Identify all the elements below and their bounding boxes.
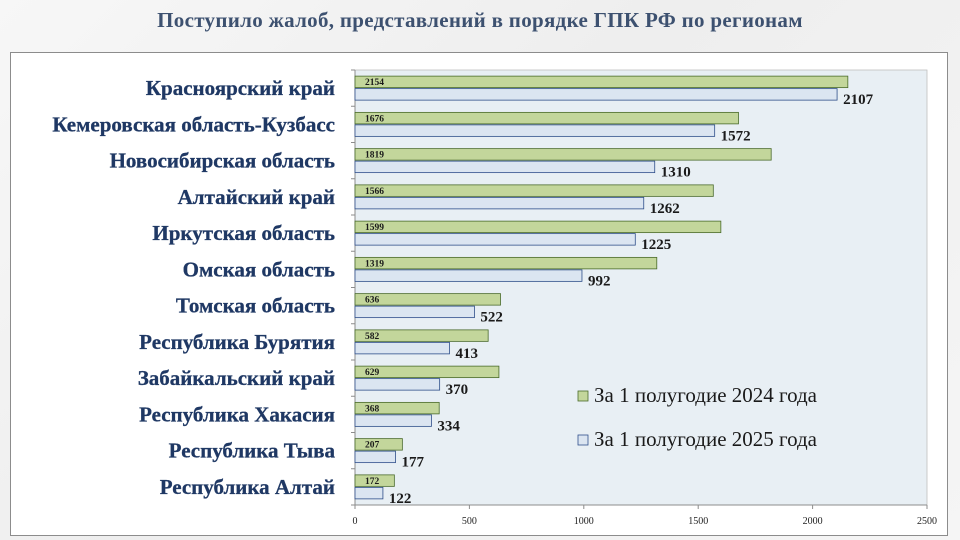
data-label-2025: 1572 — [721, 128, 751, 144]
bar-2024 — [354, 474, 395, 487]
data-label-2024: 2154 — [365, 78, 384, 88]
data-label-2025: 522 — [480, 310, 503, 326]
data-label-2025: 1310 — [661, 165, 691, 181]
category-label: Республика Тыва — [169, 439, 336, 463]
x-tick-label: 500 — [462, 516, 477, 527]
bar-2024 — [354, 329, 489, 342]
bar-2024 — [354, 220, 722, 234]
data-label-2025: 992 — [588, 273, 611, 289]
category-label: Красноярский край — [146, 76, 335, 100]
category-label: Алтайский край — [178, 185, 335, 209]
data-label-2025: 1262 — [650, 201, 680, 217]
bar-2025 — [354, 305, 475, 319]
legend-swatch-2025 — [577, 434, 589, 446]
data-label-2024: 636 — [365, 296, 380, 306]
category-label: Республика Хакасия — [139, 402, 335, 426]
bar-2025 — [354, 196, 645, 210]
category-label: Республика Алтай — [160, 475, 335, 499]
bar-2024 — [354, 111, 739, 125]
bar-2024 — [354, 438, 403, 451]
bar-2025 — [354, 233, 636, 246]
bar-2024 — [354, 75, 849, 89]
bar-2024 — [354, 401, 440, 415]
bar-2025 — [354, 160, 656, 174]
legend-label-2024: За 1 полугодие 2024 года — [594, 383, 818, 407]
data-label-2025: 2107 — [843, 92, 874, 108]
bar-2025 — [354, 414, 432, 427]
category-label: Иркутская область — [152, 221, 335, 245]
bar-2025 — [354, 124, 716, 137]
bar-2025 — [354, 269, 583, 282]
data-label-2024: 582 — [365, 332, 380, 342]
category-label: Новосибирская область — [110, 149, 335, 173]
data-label-2024: 1819 — [365, 151, 384, 161]
legend-swatch-2024 — [577, 390, 589, 402]
data-label-2024: 207 — [365, 441, 380, 451]
x-tick-label: 1500 — [688, 516, 708, 527]
category-label: Республика Бурятия — [139, 330, 335, 354]
x-tick-label: 1000 — [574, 516, 594, 527]
bar-2024 — [354, 184, 714, 197]
category-label: Забайкальский край — [138, 366, 335, 390]
bar-2025 — [354, 88, 838, 101]
data-label-2025: 413 — [455, 346, 478, 362]
bar-2025 — [354, 486, 384, 500]
bar-2024 — [354, 148, 772, 161]
data-label-2025: 177 — [401, 455, 424, 471]
bar-2025 — [354, 450, 396, 464]
chart-title: Поступило жалоб, представлений в порядке… — [157, 8, 803, 32]
category-label: Томская область — [176, 294, 335, 318]
data-label-2025: 334 — [437, 418, 460, 434]
data-label-2024: 629 — [365, 368, 380, 378]
bar-2024 — [354, 365, 500, 379]
bar-2025 — [354, 341, 450, 355]
data-label-2024: 1676 — [365, 114, 384, 124]
data-label-2024: 172 — [365, 477, 380, 487]
data-label-2024: 1599 — [365, 223, 384, 233]
data-label-2025: 1225 — [641, 237, 671, 253]
plot-area — [354, 69, 928, 506]
category-label: Кемеровская область-Кузбасс — [52, 112, 335, 136]
data-label-2024: 1566 — [365, 187, 384, 197]
bar-2024 — [354, 256, 658, 270]
x-tick-label: 2500 — [917, 516, 937, 527]
x-tick-label: 2000 — [803, 516, 823, 527]
legend-label-2025: За 1 полугодие 2025 года — [594, 427, 818, 451]
bar-2025 — [354, 378, 441, 391]
data-label-2025: 122 — [389, 491, 412, 507]
data-label-2024: 368 — [365, 404, 380, 414]
x-tick-label: 0 — [353, 516, 358, 527]
category-label: Омская область — [183, 257, 335, 281]
data-label-2024: 1319 — [365, 259, 384, 269]
bar-2024 — [354, 293, 501, 306]
data-label-2025: 370 — [446, 382, 469, 398]
